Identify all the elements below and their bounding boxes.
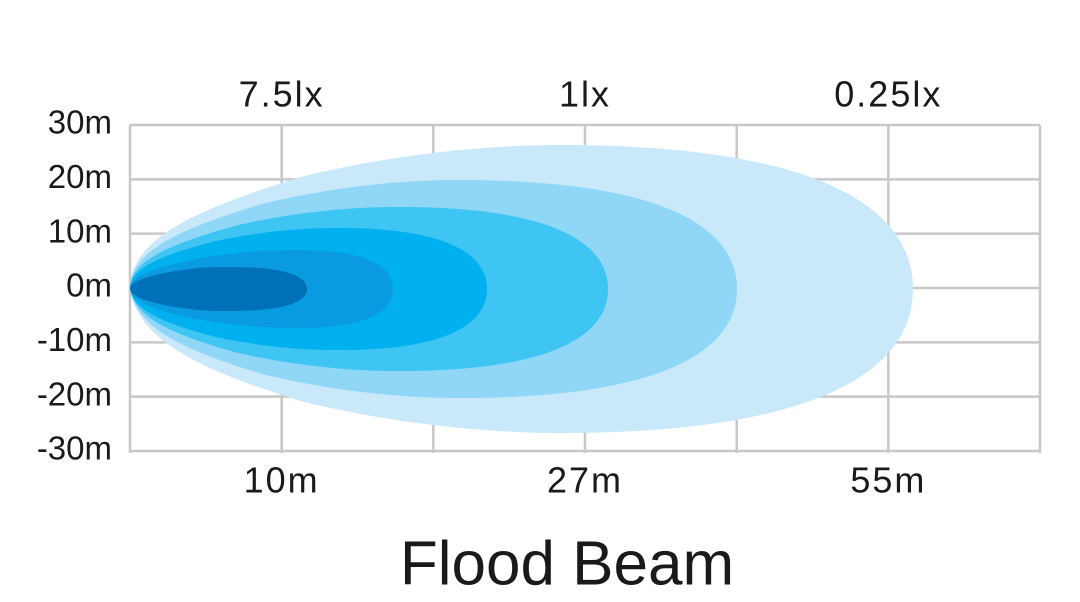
title: Flood Beam [400,529,734,598]
top-label: 7.5lx [239,74,325,115]
bottom-label: 10m [244,460,320,501]
beam-pattern [130,145,913,433]
y-tick-label: -20m [37,375,112,412]
top-label: 1lx [559,74,611,115]
labels: 30m 20m 10m 0m -10m -20m -30m 7.5lx 1lx 0.25lx 10m… [37,74,942,501]
top-label: 0.25lx [834,74,942,115]
beam-contour [130,267,307,311]
y-tick-label: 0m [66,267,112,304]
y-tick-label: 20m [48,158,112,195]
bottom-label: 27m [547,460,623,501]
y-tick-label: 10m [48,212,112,249]
y-tick-label: -30m [37,430,112,467]
bottom-label: 55m [850,460,926,501]
y-tick-label: -10m [37,321,112,358]
y-tick-label: 30m [48,104,112,141]
